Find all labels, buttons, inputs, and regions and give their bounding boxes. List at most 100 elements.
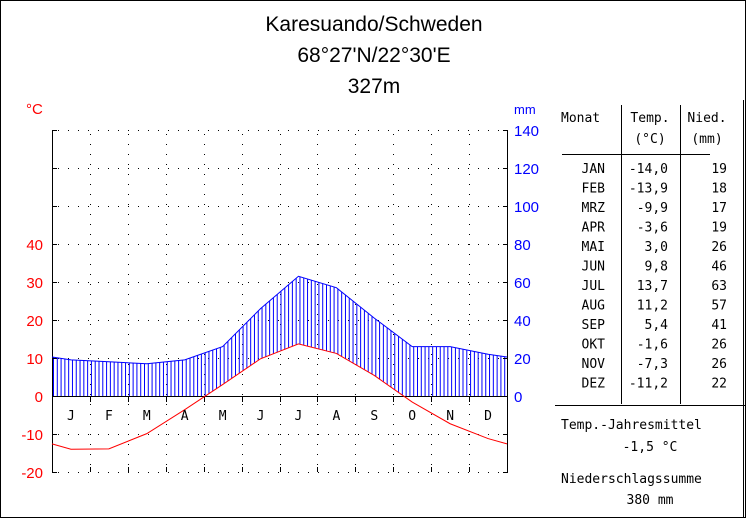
table-row: MAI 3,0 26	[582, 240, 727, 255]
table-row: FEB -13,9 18	[582, 182, 727, 197]
row-temp: 11,2	[637, 299, 668, 314]
temp-line	[51, 343, 508, 450]
row-month: JUN	[582, 260, 605, 275]
header-month: Monat	[561, 111, 600, 126]
tick-labels: -20 -10 0 10 20 30 40 0 20 40 60 80 100 120 140 J F M A M J J…	[21, 123, 539, 482]
row-month: NOV	[582, 357, 606, 372]
row-precip: 46	[711, 260, 727, 275]
row-precip: 19	[711, 162, 727, 177]
row-precip: 18	[711, 182, 727, 197]
temp-tick-label: -10	[21, 427, 43, 444]
month-label: F	[105, 409, 113, 424]
header-precip: Nied.	[687, 111, 726, 126]
row-month: SEP	[582, 318, 606, 333]
month-label: S	[370, 409, 378, 424]
row-temp: 5,4	[645, 318, 669, 333]
precip-hatching	[53, 276, 506, 396]
row-precip: 26	[711, 357, 727, 372]
table-row: AUG 11,2 57	[582, 299, 727, 314]
month-label: J	[257, 409, 265, 424]
row-temp: -13,9	[629, 182, 668, 197]
month-label: M	[219, 409, 227, 424]
row-temp: -3,6	[637, 221, 668, 236]
table-row: APR -3,6 19	[582, 221, 727, 236]
row-precip: 22	[711, 377, 727, 392]
table-row: NOV -7,3 26	[582, 357, 727, 372]
row-precip: 17	[711, 201, 727, 216]
month-label: D	[484, 409, 492, 424]
row-precip: 41	[711, 318, 727, 333]
climate-table: Monat Temp. (°C) Nied. (mm) JAN -14,0 19 FE…	[555, 100, 746, 518]
row-month: AUG	[582, 299, 606, 314]
header-temp-unit: (°C)	[634, 132, 665, 147]
header-precip-unit: (mm)	[691, 132, 722, 147]
row-temp: -14,0	[629, 162, 668, 177]
row-precip: 26	[711, 240, 727, 255]
temp-axis-label: °C	[26, 101, 43, 118]
annual-mean-value: -1,5 °C	[623, 440, 678, 455]
month-label: A	[332, 409, 340, 424]
temp-tick-label: 20	[26, 313, 43, 330]
table-row: JUN 9,8 46	[582, 260, 727, 275]
temp-tick-label: 30	[26, 275, 43, 292]
precip-tick-label: 100	[514, 199, 539, 216]
precip-tick-label: 140	[514, 123, 539, 140]
month-label: J	[67, 409, 75, 424]
row-temp: -7,3	[637, 357, 668, 372]
table-row: JUL 13,7 63	[582, 279, 727, 294]
precip-line	[51, 275, 508, 365]
row-month: DEZ	[582, 377, 606, 392]
month-label: N	[446, 409, 454, 424]
precip-tick-label: 0	[514, 389, 522, 406]
series-lines	[51, 275, 508, 450]
row-precip: 63	[711, 279, 727, 294]
temp-tick-label: 0	[35, 389, 43, 406]
precip-tick-label: 80	[514, 237, 531, 254]
row-temp: 9,8	[645, 260, 668, 275]
precip-sum-value: 380 mm	[627, 493, 674, 508]
axes	[52, 130, 508, 473]
row-temp: 3,0	[645, 240, 668, 255]
row-temp: -11,2	[629, 377, 668, 392]
station-elevation: 327m	[348, 75, 401, 98]
month-label: O	[408, 409, 416, 424]
month-label: A	[181, 409, 189, 424]
station-title: Karesuando/Schweden	[265, 13, 482, 36]
row-precip: 19	[711, 221, 727, 236]
precip-tick-label: 120	[514, 161, 539, 178]
row-precip: 26	[711, 338, 727, 353]
precip-tick-label: 60	[514, 275, 531, 292]
month-label: M	[143, 409, 151, 424]
temp-tick-label: -20	[21, 465, 43, 482]
row-month: FEB	[582, 182, 606, 197]
annual-mean-label: Temp.-Jahresmittel	[561, 418, 702, 433]
table-row: JAN -14,0 19	[582, 162, 727, 177]
temp-tick-label: 40	[26, 237, 43, 254]
header-temp: Temp.	[630, 111, 669, 126]
row-temp: -9,9	[637, 201, 668, 216]
temp-tick-label: 10	[26, 351, 43, 368]
table-row: OKT -1,6 26	[582, 338, 727, 353]
row-month: OKT	[582, 338, 606, 353]
month-label: J	[295, 409, 303, 424]
row-month: JUL	[582, 279, 606, 294]
row-temp: -1,6	[637, 338, 668, 353]
row-month: JAN	[582, 162, 605, 177]
table-row: SEP 5,4 41	[582, 318, 727, 333]
table-row: DEZ -11,2 22	[582, 377, 727, 392]
row-month: MAI	[582, 240, 605, 255]
station-coords: 68°27'N/22°30'E	[297, 44, 450, 67]
row-temp: 13,7	[637, 279, 668, 294]
row-month: APR	[582, 221, 606, 236]
grid	[58, 130, 507, 473]
precip-axis-label: mm	[514, 102, 536, 117]
table-row: MRZ -9,9 17	[582, 201, 727, 216]
row-month: MRZ	[582, 201, 606, 216]
precip-tick-label: 20	[514, 351, 531, 368]
precip-tick-label: 40	[514, 313, 531, 330]
precip-sum-label: Niederschlagssumme	[561, 472, 702, 487]
row-precip: 57	[711, 299, 727, 314]
